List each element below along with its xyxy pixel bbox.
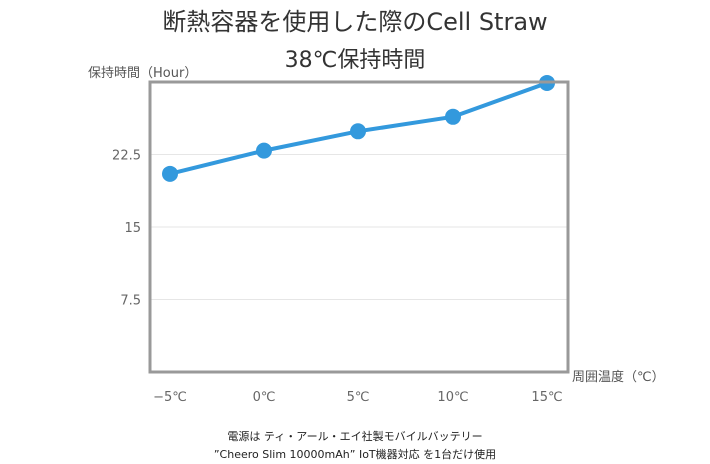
x-tick-label: 15℃ [531, 390, 562, 405]
data-points [162, 74, 555, 182]
data-point [445, 108, 461, 125]
data-point [350, 123, 366, 140]
y-axis-label: 保持時間（Hour） [88, 66, 197, 81]
y-tick-label: 15 [124, 221, 141, 236]
x-tick-label: −5℃ [153, 390, 187, 405]
y-tick-label: 7.5 [120, 294, 141, 309]
plot-frame [148, 80, 570, 374]
x-tick-label: 5℃ [347, 390, 370, 405]
x-tick-labels: −5℃ 0℃ 5℃ 10℃ 15℃ [153, 390, 562, 405]
data-point [162, 165, 178, 182]
footnote-line-1: 電源は ティ・アール・エイ社製モバイルバッテリー [227, 430, 483, 443]
x-tick-label: 10℃ [437, 390, 468, 405]
data-point [256, 142, 272, 159]
x-tick-label: 0℃ [253, 390, 276, 405]
footnote-line-2: ”Cheero Slim 10000mAh” IoT機器対応 を1台だけ使用 [213, 448, 497, 461]
y-tick-labels: 7.5 15 22.5 [112, 149, 141, 309]
chart-title: 断熱容器を使用した際のCell Straw [162, 8, 548, 36]
chart-subtitle: 38℃保持時間 [284, 48, 426, 73]
y-tick-label: 22.5 [112, 149, 141, 164]
x-axis-label: 周囲温度（℃） [572, 369, 665, 385]
gridlines [150, 154, 568, 300]
